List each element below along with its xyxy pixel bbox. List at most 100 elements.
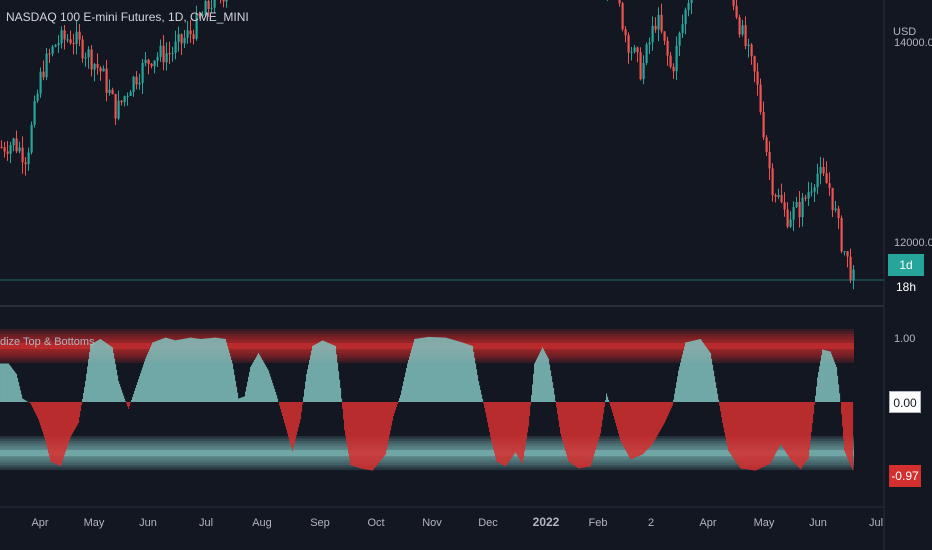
oscillator-bar bbox=[543, 349, 545, 402]
oscillator-bar bbox=[308, 364, 310, 402]
oscillator-bar bbox=[606, 393, 608, 402]
oscillator-bar bbox=[671, 402, 673, 408]
oscillator-bar bbox=[35, 402, 37, 414]
oscillator-bar bbox=[328, 342, 330, 402]
oscillator-bar bbox=[828, 351, 830, 402]
oscillator-bar bbox=[305, 381, 307, 402]
bottom-band-core bbox=[0, 450, 854, 457]
oscillator-bar bbox=[790, 402, 792, 460]
oscillator-bar bbox=[757, 402, 759, 470]
oscillator-bar bbox=[592, 402, 594, 460]
oscillator-bar bbox=[626, 402, 628, 452]
time-tick-label: May bbox=[84, 517, 105, 529]
oscillator-bar bbox=[734, 402, 736, 460]
oscillator-bar bbox=[77, 402, 79, 425]
oscillator-bar bbox=[86, 373, 88, 402]
oscillator-bar bbox=[62, 402, 64, 461]
oscillator-bar bbox=[758, 402, 760, 470]
oscillator-bar bbox=[713, 370, 715, 402]
oscillator-bar bbox=[525, 402, 527, 446]
oscillator-bar bbox=[723, 402, 725, 428]
oscillator-bar bbox=[189, 337, 191, 402]
oscillator-bar bbox=[343, 402, 345, 420]
oscillator-bar bbox=[223, 338, 225, 402]
oscillator-bar bbox=[530, 402, 532, 406]
oscillator-bar bbox=[820, 360, 822, 402]
oscillator-bar bbox=[205, 338, 207, 402]
indicator-title[interactable]: dize Top & Bottoms bbox=[0, 336, 95, 348]
oscillator-bar bbox=[667, 402, 669, 417]
oscillator-bar bbox=[400, 395, 402, 402]
oscillator-bar bbox=[531, 395, 533, 402]
oscillator-bar bbox=[247, 381, 249, 402]
oscillator-bar bbox=[69, 402, 71, 440]
oscillator-bar bbox=[396, 402, 398, 407]
oscillator-bar bbox=[567, 402, 569, 458]
symbol-title[interactable]: NASDAQ 100 E-mini Futures, 1D, CME_MINI bbox=[6, 10, 249, 24]
oscillator-bar bbox=[160, 339, 162, 402]
oscillator-bar bbox=[771, 402, 773, 462]
oscillator-bar bbox=[339, 379, 341, 402]
oscillator-bar bbox=[653, 402, 655, 443]
oscillator-bar bbox=[659, 402, 661, 432]
oscillator-bar bbox=[201, 338, 203, 402]
oscillator-bar bbox=[88, 359, 90, 402]
oscillator-bar bbox=[398, 401, 400, 402]
oscillator-bar bbox=[61, 402, 63, 464]
oscillator-bar bbox=[233, 369, 235, 402]
oscillator-bar bbox=[256, 356, 258, 402]
oscillator-bar bbox=[60, 402, 62, 467]
oscillator-bar bbox=[382, 402, 384, 459]
oscillator-bar bbox=[356, 402, 358, 468]
oscillator-bar bbox=[21, 394, 23, 402]
oscillator-bar bbox=[778, 402, 780, 448]
oscillator-bar bbox=[169, 338, 171, 402]
oscillator-bar bbox=[844, 402, 846, 451]
oscillator-bar bbox=[579, 402, 581, 469]
oscillator-bar bbox=[133, 394, 135, 402]
oscillator-bar bbox=[106, 343, 108, 402]
oscillator-bar bbox=[19, 386, 21, 402]
oscillator-bar bbox=[241, 397, 243, 402]
time-tick-label: Sep bbox=[310, 517, 330, 529]
candle bbox=[639, 52, 642, 80]
oscillator-bar bbox=[566, 402, 568, 455]
oscillator-bar bbox=[166, 337, 168, 402]
oscillator-bar bbox=[478, 381, 480, 402]
oscillator-bar bbox=[634, 402, 636, 458]
candle bbox=[840, 218, 843, 252]
candle bbox=[744, 25, 747, 46]
oscillator-bar bbox=[182, 339, 184, 402]
oscillator-bar bbox=[572, 402, 574, 465]
candle bbox=[147, 59, 150, 64]
candle bbox=[810, 191, 813, 193]
candle bbox=[99, 67, 102, 72]
candle bbox=[45, 53, 48, 78]
oscillator-bar bbox=[808, 402, 810, 458]
oscillator-bar bbox=[132, 397, 134, 402]
oscillator-bar bbox=[560, 402, 562, 434]
oscillator-bar bbox=[777, 402, 779, 450]
oscillator-bar bbox=[691, 341, 693, 402]
oscillator-bar bbox=[219, 338, 221, 402]
oscillator-bar bbox=[80, 402, 82, 411]
oscillator-bar bbox=[783, 402, 785, 449]
candle bbox=[654, 25, 657, 30]
oscillator-bar bbox=[89, 351, 91, 402]
oscillator-bar bbox=[129, 402, 131, 406]
candle bbox=[177, 34, 180, 42]
oscillator-bar bbox=[162, 338, 164, 402]
oscillator-bar bbox=[130, 402, 132, 403]
oscillator-bar bbox=[651, 402, 653, 446]
oscillator-bar bbox=[843, 402, 845, 439]
oscillator-bar bbox=[732, 402, 734, 457]
candle bbox=[192, 34, 195, 39]
oscillator-bar bbox=[107, 343, 109, 402]
oscillator-bar bbox=[441, 337, 443, 402]
oscillator-bar bbox=[614, 402, 616, 420]
candle bbox=[642, 62, 645, 80]
oscillator-bar bbox=[371, 402, 373, 471]
oscillator-bar bbox=[385, 402, 387, 455]
oscillator-bar bbox=[190, 337, 192, 402]
